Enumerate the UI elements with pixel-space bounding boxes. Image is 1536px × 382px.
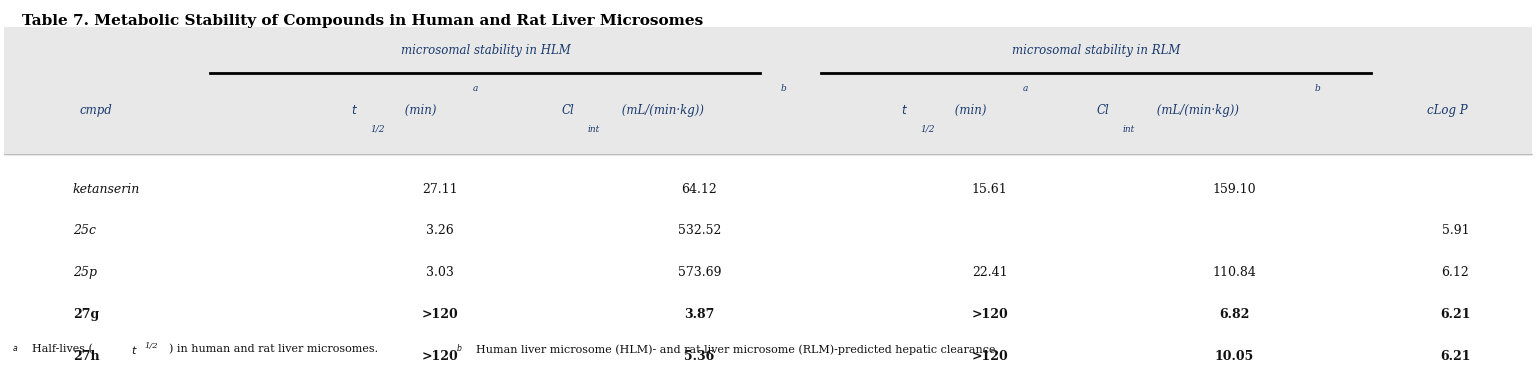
Text: (mL/(min·kg)): (mL/(min·kg)): [619, 104, 705, 117]
Text: 27.11: 27.11: [422, 183, 458, 196]
Text: 159.10: 159.10: [1212, 183, 1256, 196]
Text: $^a$: $^a$: [12, 344, 18, 354]
Text: 5.91: 5.91: [1442, 225, 1470, 238]
Text: 6.21: 6.21: [1441, 350, 1470, 363]
Text: Cl: Cl: [1097, 104, 1109, 117]
Text: 15.61: 15.61: [972, 183, 1008, 196]
Text: >120: >120: [421, 308, 458, 321]
Text: 5.36: 5.36: [684, 350, 714, 363]
Text: 1/2: 1/2: [144, 342, 158, 350]
Text: b: b: [780, 84, 786, 93]
Text: 25c: 25c: [72, 225, 95, 238]
Text: a: a: [473, 84, 479, 93]
Text: Cl: Cl: [562, 104, 574, 117]
Text: cLog P: cLog P: [1427, 104, 1468, 117]
Text: 573.69: 573.69: [677, 266, 720, 279]
Text: $t$: $t$: [131, 344, 138, 356]
Text: int: int: [588, 125, 601, 134]
Text: ketanserin: ketanserin: [72, 183, 140, 196]
Text: 110.84: 110.84: [1212, 266, 1256, 279]
Text: Half-lives (: Half-lives (: [32, 344, 92, 354]
Text: 532.52: 532.52: [677, 225, 720, 238]
Text: microsomal stability in RLM: microsomal stability in RLM: [1012, 44, 1181, 57]
Text: 3.03: 3.03: [425, 266, 453, 279]
Text: 64.12: 64.12: [682, 183, 717, 196]
Text: microsomal stability in HLM: microsomal stability in HLM: [401, 44, 570, 57]
Text: 27g: 27g: [72, 308, 100, 321]
Text: 6.12: 6.12: [1442, 266, 1470, 279]
Text: (min): (min): [951, 104, 986, 117]
Text: 22.41: 22.41: [972, 266, 1008, 279]
Text: Human liver microsome (HLM)- and rat liver microsome (RLM)-predicted hepatic cle: Human liver microsome (HLM)- and rat liv…: [476, 344, 1000, 355]
Text: 27h: 27h: [72, 350, 100, 363]
Text: 1/2: 1/2: [920, 125, 935, 134]
FancyBboxPatch shape: [5, 27, 1531, 155]
Text: 1/2: 1/2: [370, 125, 386, 134]
Text: a: a: [1023, 84, 1029, 93]
Text: $t$: $t$: [902, 104, 908, 117]
Text: $^b$: $^b$: [456, 344, 462, 354]
Text: >120: >120: [421, 350, 458, 363]
Text: (mL/(min·kg)): (mL/(min·kg)): [1154, 104, 1240, 117]
Text: 3.26: 3.26: [425, 225, 453, 238]
Text: int: int: [1123, 125, 1135, 134]
Text: 25p: 25p: [72, 266, 97, 279]
Text: 10.05: 10.05: [1215, 350, 1253, 363]
Text: ) in human and rat liver microsomes.: ) in human and rat liver microsomes.: [169, 344, 386, 354]
Text: >120: >120: [971, 350, 1008, 363]
Text: $t$: $t$: [350, 104, 358, 117]
Text: (min): (min): [401, 104, 436, 117]
Text: 3.87: 3.87: [684, 308, 714, 321]
Text: >120: >120: [971, 308, 1008, 321]
Text: Table 7. Metabolic Stability of Compounds in Human and Rat Liver Microsomes: Table 7. Metabolic Stability of Compound…: [23, 13, 703, 28]
Text: cmpd: cmpd: [80, 104, 112, 117]
Text: b: b: [1315, 84, 1321, 93]
Text: 6.82: 6.82: [1218, 308, 1249, 321]
Text: 6.21: 6.21: [1441, 308, 1470, 321]
